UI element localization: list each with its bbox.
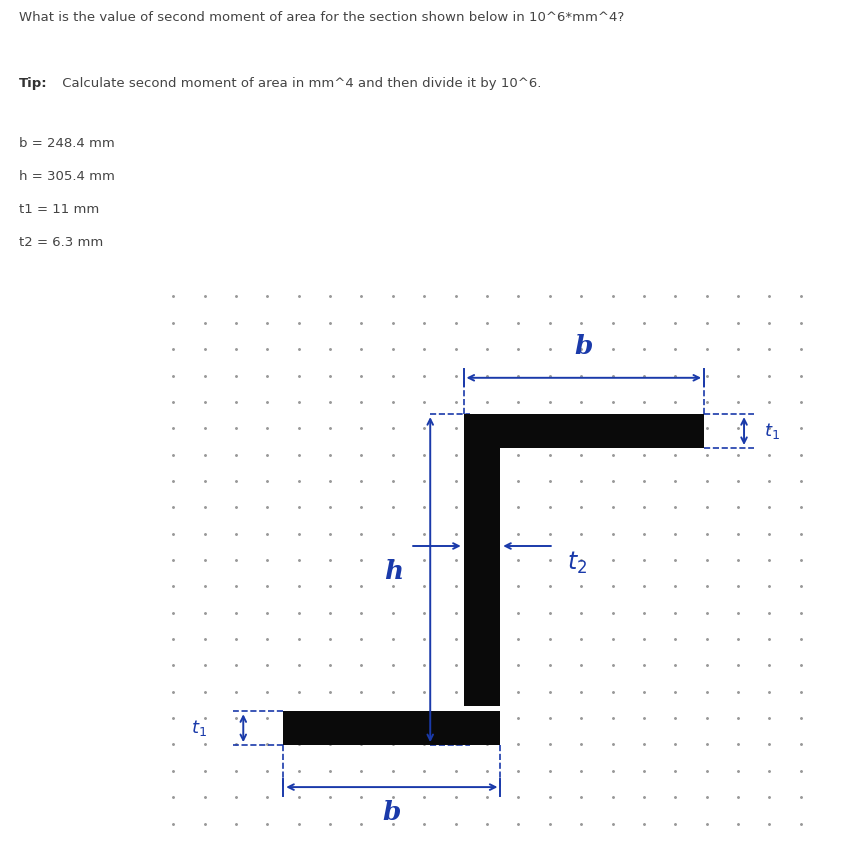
Text: t1 = 11 mm: t1 = 11 mm	[19, 203, 99, 216]
Text: $t_1$: $t_1$	[191, 718, 206, 738]
Text: $t_1$: $t_1$	[764, 421, 780, 441]
Bar	[464, 414, 704, 448]
Text: b: b	[574, 335, 593, 360]
Text: Tip:: Tip:	[19, 77, 47, 90]
Bar	[464, 414, 501, 706]
Text: t2 = 6.3 mm: t2 = 6.3 mm	[19, 235, 103, 248]
Text: h = 305.4 mm: h = 305.4 mm	[19, 169, 115, 183]
Text: b = 248.4 mm: b = 248.4 mm	[19, 137, 115, 150]
Bar	[283, 711, 500, 745]
Text: Calculate second moment of area in mm^4 and then divide it by 10^6.: Calculate second moment of area in mm^4 …	[58, 77, 542, 90]
Text: What is the value of second moment of area for the section shown below in 10^6*m: What is the value of second moment of ar…	[19, 11, 624, 24]
Text: $t_2$: $t_2$	[567, 550, 587, 576]
Text: h: h	[384, 559, 403, 584]
Text: b: b	[383, 800, 401, 825]
